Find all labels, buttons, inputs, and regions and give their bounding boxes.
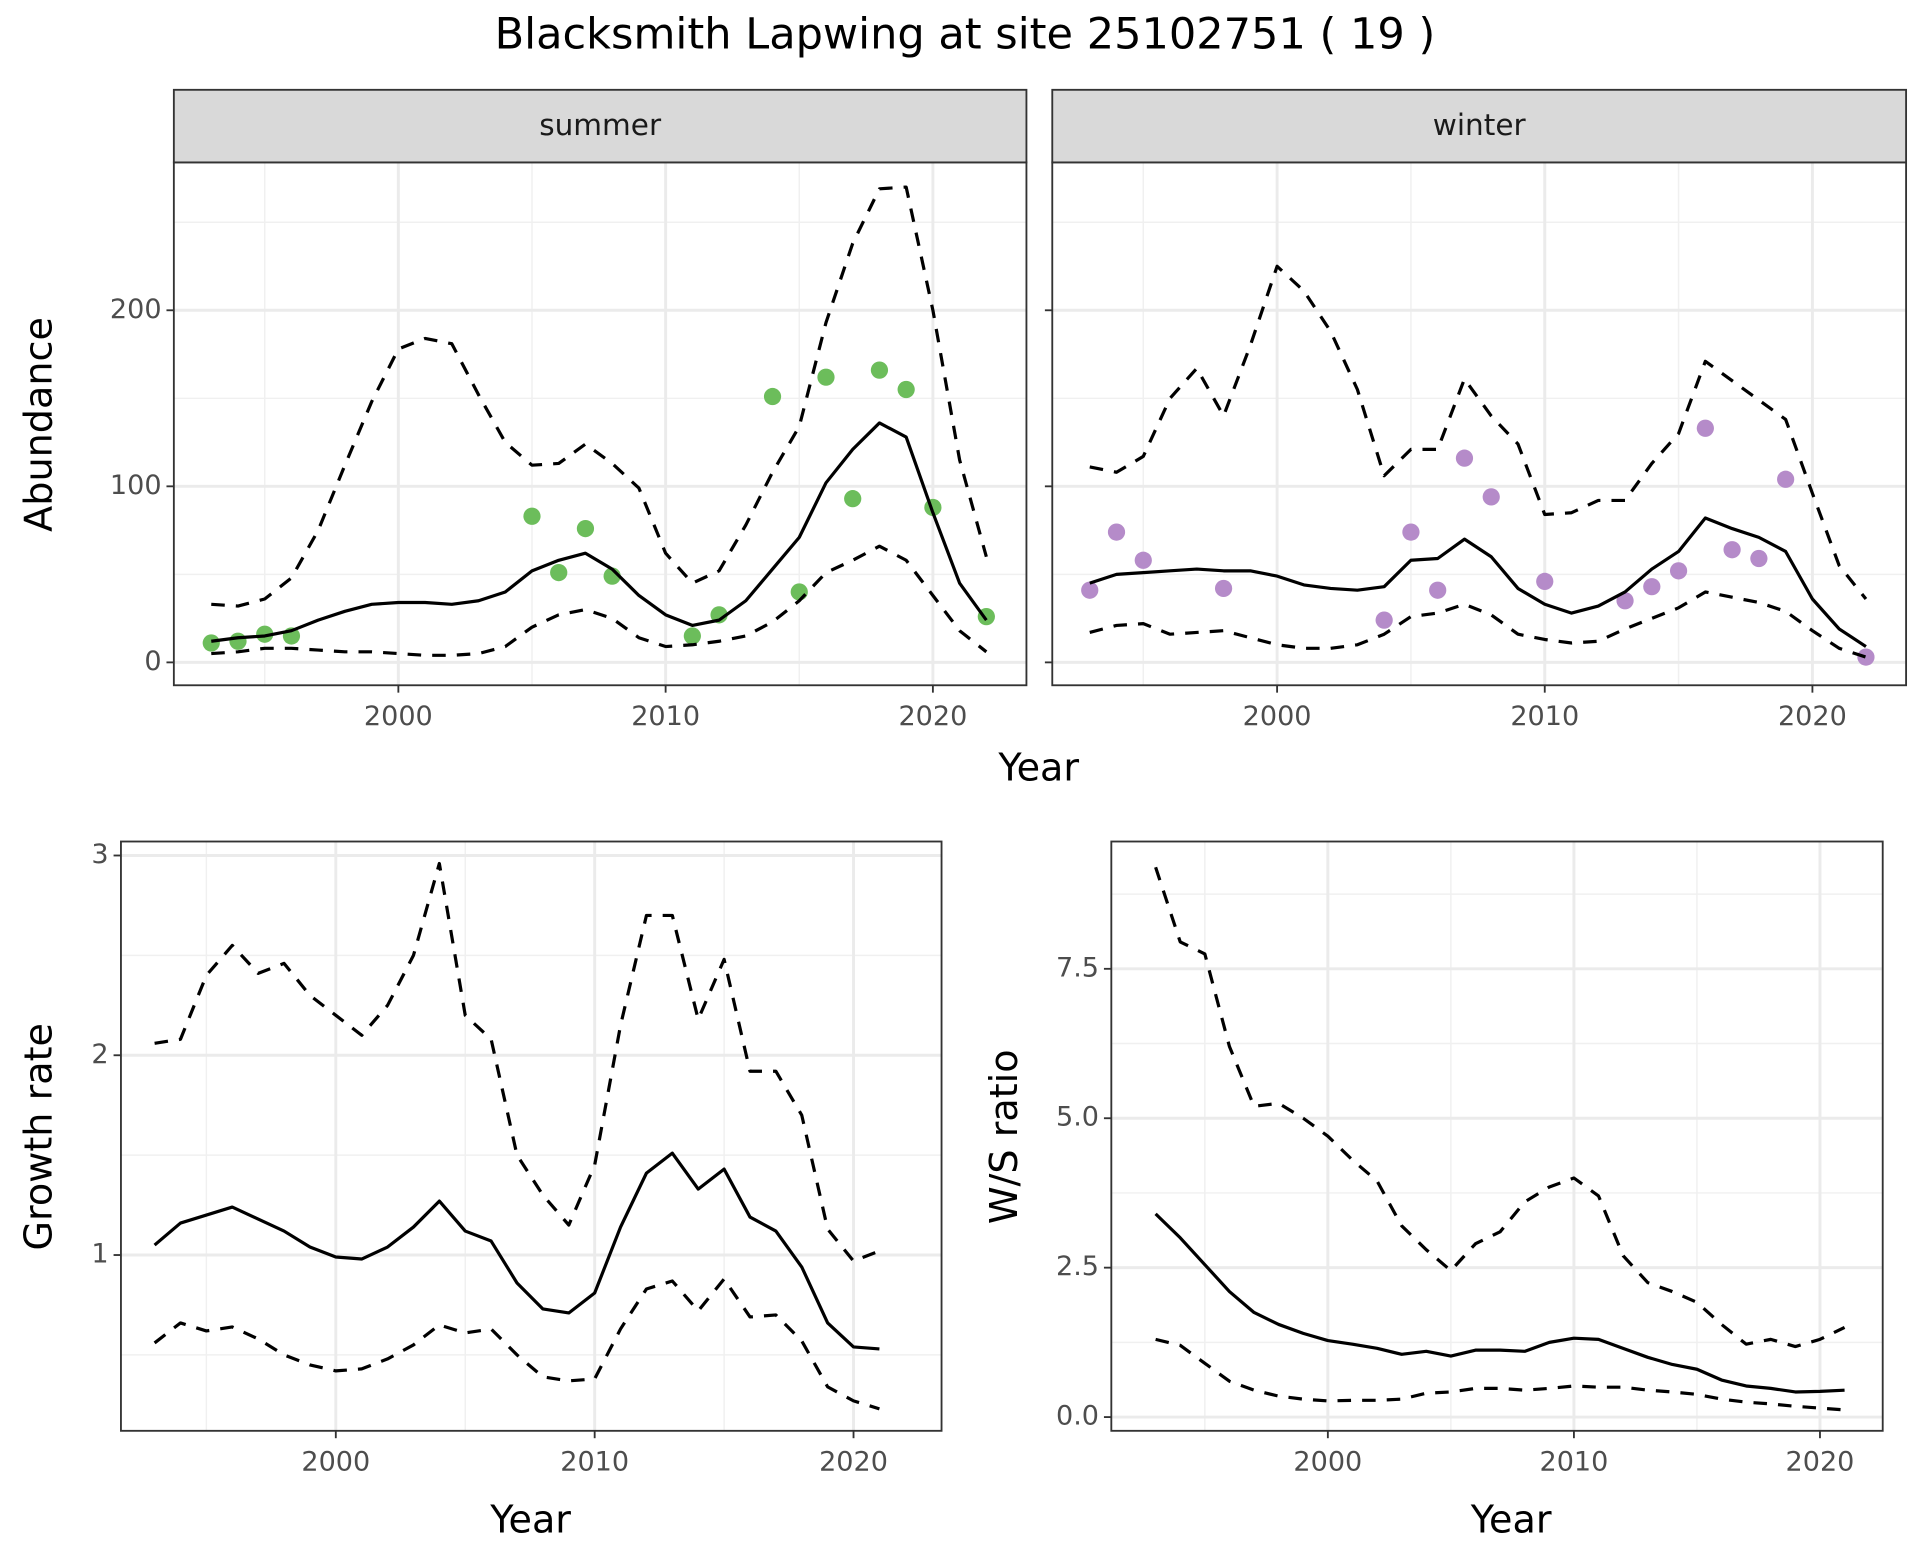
x-axis-title: Year — [489, 1497, 571, 1541]
facet-strip — [1051, 88, 1908, 164]
data-point — [1669, 562, 1688, 580]
facet-strip — [172, 88, 1028, 164]
y-axis-title: W/S ratio — [982, 1049, 1026, 1224]
line-series — [211, 185, 988, 608]
panel-border — [1110, 840, 1884, 1432]
data-point — [870, 361, 889, 379]
y-tick-label: 0.0 — [1056, 1401, 1099, 1432]
line-series — [1089, 516, 1867, 648]
panel-background — [173, 162, 1027, 686]
x-tick-label: 2020 — [1778, 701, 1847, 732]
panel-background — [120, 841, 942, 1431]
panel-border — [120, 840, 943, 1432]
y-tick-label: 7.5 — [1056, 952, 1099, 983]
x-tick-label: 2000 — [1243, 701, 1312, 732]
line-series — [153, 1277, 880, 1411]
x-axis-title: Year — [1470, 1497, 1552, 1541]
y-tick-label: 0 — [144, 646, 161, 677]
data-point — [1643, 578, 1661, 596]
y-tick-label: 2.5 — [1056, 1251, 1099, 1282]
y-tick-label: 1 — [91, 1239, 108, 1270]
data-point — [763, 387, 782, 406]
line-series — [1155, 1337, 1845, 1412]
x-tick-label: 2020 — [819, 1446, 888, 1477]
data-point — [683, 627, 701, 645]
data-point — [256, 625, 274, 643]
y-tick-label: 100 — [110, 470, 162, 501]
data-point — [523, 507, 541, 525]
data-point — [229, 632, 247, 650]
data-point — [1214, 579, 1233, 598]
data-point — [202, 634, 220, 652]
facet-label: winter — [1433, 108, 1527, 142]
x-tick-label: 2000 — [1293, 1446, 1362, 1477]
x-tick-label: 2010 — [560, 1446, 629, 1477]
data-point — [1455, 449, 1474, 467]
line-series — [1089, 590, 1867, 659]
data-point — [1482, 488, 1500, 506]
x-tick-label: 2010 — [1539, 1446, 1608, 1477]
data-point — [1375, 611, 1393, 629]
data-point — [1536, 572, 1554, 591]
data-point — [1696, 419, 1714, 437]
x-axis-title: Year — [997, 746, 1079, 790]
y-axis-title: Growth rate — [16, 1023, 60, 1251]
line-series — [211, 421, 988, 643]
y-axis-title: Abundance — [16, 317, 60, 532]
data-point — [1857, 648, 1875, 666]
data-point — [1750, 549, 1768, 568]
data-point — [1134, 551, 1152, 569]
x-tick-label: 2010 — [631, 701, 700, 732]
line-series — [154, 861, 880, 1263]
line-series — [1089, 264, 1868, 600]
data-point — [576, 519, 595, 538]
x-tick-label: 2000 — [301, 1446, 370, 1477]
data-point — [1081, 581, 1099, 599]
data-point — [1723, 541, 1741, 559]
data-point — [844, 490, 862, 508]
data-point — [1616, 592, 1634, 610]
x-tick-label: 2020 — [898, 701, 967, 732]
x-tick-label: 2020 — [1786, 1446, 1855, 1477]
facet-label: summer — [539, 108, 662, 142]
data-point — [710, 606, 728, 624]
data-point — [790, 583, 808, 601]
line-series — [153, 1151, 880, 1351]
y-tick-label: 3 — [91, 839, 108, 870]
data-point — [1107, 523, 1126, 541]
x-tick-label: 2010 — [1510, 701, 1579, 732]
line-series — [211, 544, 988, 657]
line-series — [1154, 866, 1846, 1349]
panel-background — [1111, 841, 1883, 1431]
y-tick-label: 2 — [91, 1039, 108, 1070]
panel-background — [1052, 162, 1907, 686]
data-point — [550, 563, 568, 582]
data-point — [1429, 581, 1447, 599]
data-point — [1402, 523, 1420, 541]
line-series — [1154, 1212, 1845, 1394]
figure-title: Blacksmith Lapwing at site 25102751 ( 19… — [495, 9, 1436, 59]
data-point — [1777, 470, 1795, 488]
y-tick-label: 5.0 — [1056, 1102, 1099, 1133]
x-tick-label: 2000 — [364, 701, 433, 732]
data-point — [897, 380, 915, 399]
data-point — [817, 368, 835, 386]
y-tick-label: 200 — [110, 294, 162, 325]
